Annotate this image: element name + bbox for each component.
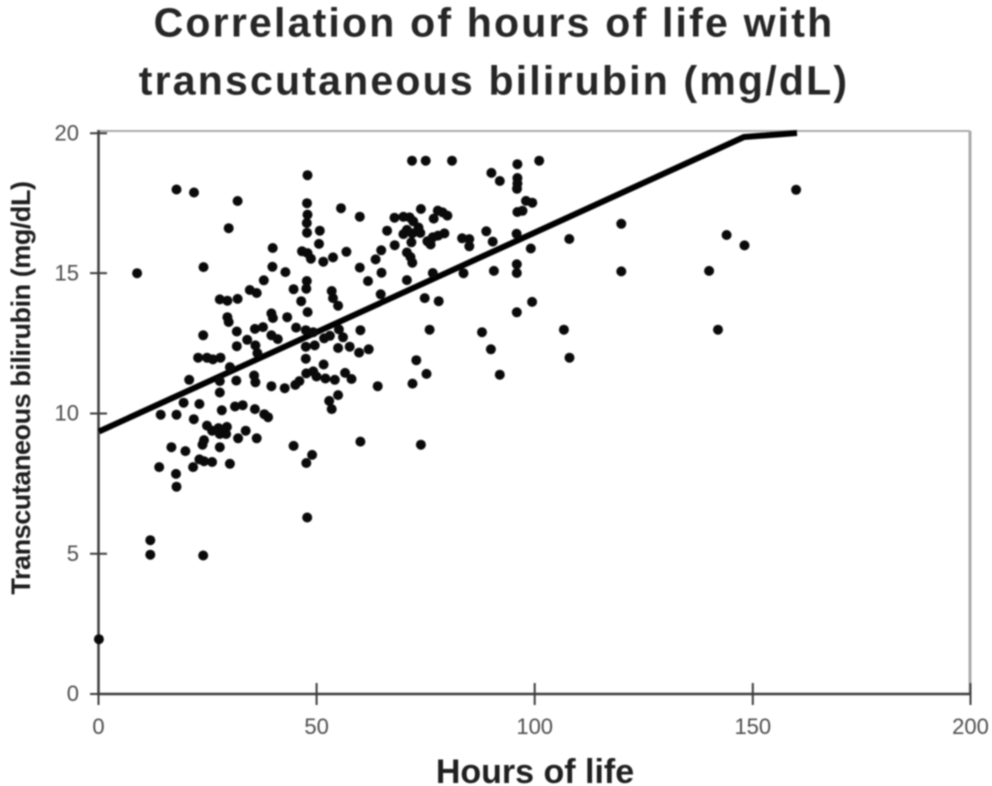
svg-text:0: 0 (92, 714, 104, 739)
svg-text:150: 150 (734, 714, 771, 739)
svg-text:5: 5 (67, 541, 79, 566)
svg-text:50: 50 (304, 714, 328, 739)
svg-text:transcutaneous bilirubin (mg/d: transcutaneous bilirubin (mg/dL) (139, 58, 849, 104)
svg-text:100: 100 (516, 714, 553, 739)
svg-text:200: 200 (952, 714, 989, 739)
svg-text:Hours of life: Hours of life (436, 753, 634, 786)
svg-text:20: 20 (55, 121, 79, 146)
svg-text:0: 0 (67, 681, 79, 706)
svg-text:Transcutaneous bilirubin (mg/d: Transcutaneous bilirubin (mg/dL) (6, 181, 36, 594)
svg-text:15: 15 (55, 260, 79, 285)
svg-text:Correlation of hours of life w: Correlation of hours of life with (154, 0, 835, 46)
svg-text:10: 10 (55, 401, 79, 426)
